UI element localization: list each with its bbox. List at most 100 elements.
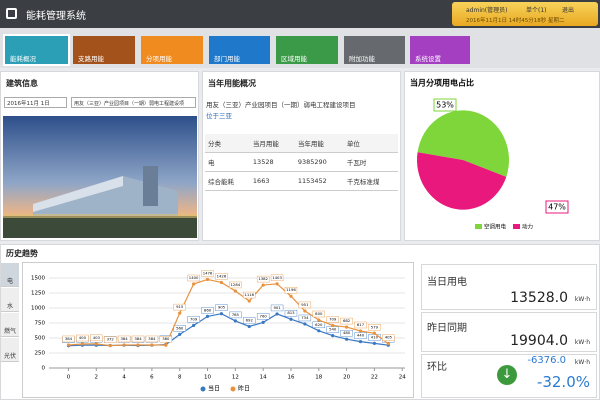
- data-label: 709: [329, 316, 337, 321]
- location-link[interactable]: 位于三亚: [206, 112, 232, 120]
- date-input[interactable]: 2016年11月 1日: [4, 97, 67, 108]
- data-label: 620: [315, 322, 323, 327]
- data-label: 372: [107, 337, 115, 342]
- label-box: [173, 303, 186, 311]
- point: [247, 299, 251, 303]
- x-tick-label: 20: [343, 375, 350, 381]
- data-label: 692: [246, 317, 254, 322]
- point: [303, 322, 307, 326]
- point: [150, 343, 154, 347]
- data-label: 380: [162, 336, 170, 341]
- y-tick-label: 0: [42, 366, 46, 372]
- legend-label: 空调用电: [484, 223, 507, 231]
- point: [178, 311, 182, 315]
- series-line: [68, 313, 389, 347]
- building-image: [3, 116, 197, 238]
- point: [136, 343, 140, 347]
- label-box: [201, 270, 214, 277]
- label-box: [117, 335, 131, 343]
- x-tick-label: 2: [95, 375, 99, 381]
- point: [331, 323, 335, 328]
- data-label: 1400: [189, 275, 199, 280]
- nav-tile[interactable]: 部门用能: [209, 36, 270, 64]
- label-box: [62, 335, 75, 343]
- pie-slice: [417, 152, 507, 210]
- th: 当年用能: [294, 134, 344, 153]
- pie-slice: [417, 110, 509, 177]
- point: [247, 324, 251, 329]
- label-box: [215, 304, 228, 311]
- side-tab[interactable]: 光伏: [1, 338, 19, 362]
- user-box: admin(管理员) 单个(1) 退出 2016年11月1日 14时45分18秒…: [452, 2, 598, 26]
- x-tick-label: 8: [178, 375, 182, 381]
- data-label: 734: [301, 315, 309, 320]
- label-box: [215, 273, 228, 280]
- header-bar: 能耗管理系统 admin(管理员) 单个(1) 退出 2016年11月1日 14…: [0, 0, 600, 28]
- legend-marker: [230, 386, 236, 392]
- nav-tile[interactable]: 分项用能: [141, 36, 203, 64]
- point: [122, 343, 126, 347]
- data-label: 915: [176, 304, 184, 309]
- data-label: 480: [343, 330, 351, 335]
- label-box: [243, 317, 256, 324]
- point: [219, 312, 224, 316]
- panel-title: 当年用能概况: [208, 79, 256, 88]
- data-label: 1196: [286, 287, 296, 292]
- side-tab[interactable]: 燃气: [1, 313, 19, 337]
- stat-value: 13528.0: [510, 290, 568, 306]
- series-line: [68, 278, 389, 347]
- y-tick-label: 250: [35, 351, 46, 357]
- user-name[interactable]: admin(管理员): [466, 7, 508, 14]
- point: [233, 319, 237, 323]
- nav-tile[interactable]: 支路用能: [73, 36, 135, 64]
- x-tick-label: 18: [315, 375, 322, 381]
- label-box: [298, 301, 312, 309]
- legend-marker: [200, 386, 206, 392]
- stat-value: -6376.0: [527, 355, 566, 366]
- side-tab[interactable]: 电: [1, 263, 19, 287]
- point: [233, 289, 237, 293]
- nav-tile[interactable]: 能耗概况: [3, 34, 70, 66]
- nav-tile[interactable]: 系统设置: [410, 36, 470, 64]
- point: [261, 320, 265, 324]
- stat-label: 当日用电: [427, 277, 467, 288]
- data-label: 410: [371, 334, 379, 339]
- stat-label: 环比: [427, 362, 447, 373]
- data-label: 440: [357, 333, 365, 338]
- side-tab[interactable]: 水: [1, 288, 19, 312]
- help-link[interactable]: 单个(1): [526, 7, 547, 14]
- legend-label: 当日: [208, 385, 220, 393]
- point: [219, 280, 224, 285]
- label-box: [76, 334, 89, 342]
- project-select[interactable]: 用友（三亚）产业园项目（一期）弱电工程建设项: [71, 97, 196, 108]
- stat-label: 昨日同期: [427, 323, 467, 334]
- point: [344, 337, 349, 341]
- label-box: [312, 310, 325, 318]
- label-box: [243, 291, 256, 299]
- data-label: 384: [148, 336, 156, 341]
- nav-tile[interactable]: 区域用能: [276, 36, 338, 64]
- label-box: [545, 200, 569, 214]
- nav-tile[interactable]: 附加功能: [344, 36, 405, 64]
- logout-link[interactable]: 退出: [562, 7, 575, 14]
- point: [358, 329, 363, 333]
- stat-box: 当日用电 13528.0 kW·h: [421, 264, 597, 310]
- point: [192, 282, 196, 286]
- data-label: 579: [371, 324, 379, 329]
- y-tick-label: 1000: [31, 306, 45, 312]
- label-box: [354, 321, 367, 329]
- label-box: [433, 98, 457, 112]
- cell: 千克标准煤: [343, 171, 398, 191]
- stat-box: 昨日同期 19904.0 kW·h: [421, 312, 597, 352]
- legend-label: 动力: [522, 223, 533, 231]
- y-tick-label: 750: [35, 321, 46, 327]
- pie-label: 47%: [548, 203, 566, 212]
- label-box: [284, 310, 298, 317]
- label-box: [298, 314, 312, 322]
- down-arrow-icon: ↓: [497, 365, 517, 385]
- data-label: 901: [273, 305, 281, 310]
- stat-value: 19904.0: [510, 333, 568, 349]
- y-tick-label: 1250: [31, 291, 45, 297]
- datetime: 2016年11月1日 14时45分18秒 星期二: [466, 18, 565, 24]
- point: [372, 331, 377, 335]
